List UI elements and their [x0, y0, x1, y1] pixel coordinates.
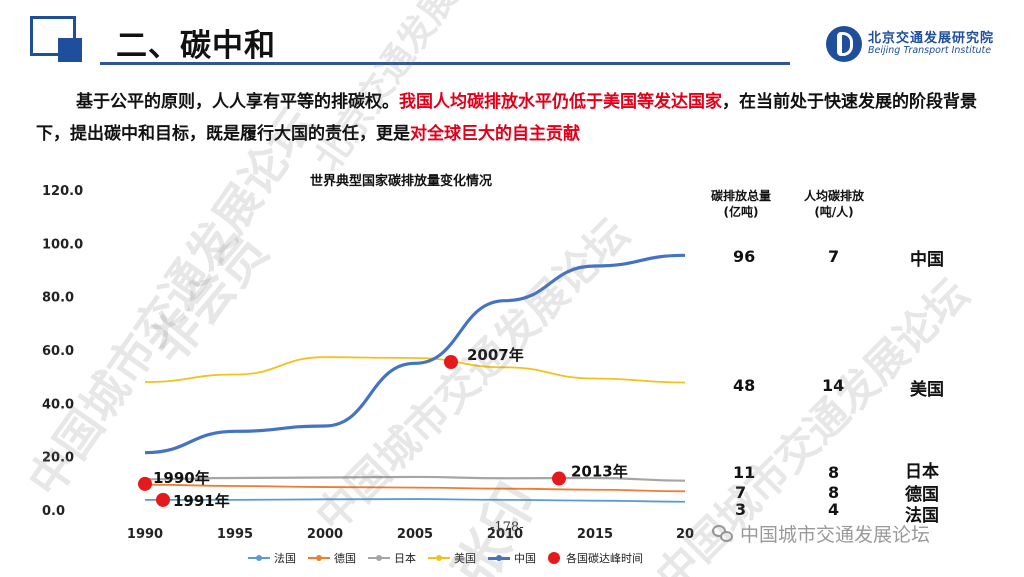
y-tick-label: 0.0: [42, 504, 65, 519]
legend-item-france: 法国: [248, 550, 296, 566]
peak-marker: [138, 476, 152, 491]
country-germany: 德国: [905, 485, 939, 505]
chart-title: 世界典型国家碳排放量变化情况: [310, 174, 493, 189]
series-line-japan: [144, 475, 686, 482]
chart-legend: 法国 德国 日本 美国 中国 各国碳达峰时间: [248, 548, 655, 568]
total-japan: 11: [733, 463, 756, 482]
series-line-china: [144, 253, 686, 455]
institute-name-en: Beijing Transport Institute: [868, 45, 992, 56]
col-head-total-l1: 碳排放总量: [710, 189, 771, 203]
peak-marker: [156, 492, 170, 507]
x-tick-label: 2010: [487, 527, 523, 542]
country-china: 中国: [910, 250, 944, 270]
y-tick-label: 120.0: [42, 184, 83, 199]
intro-paragraph: 基于公平的原则，人人享有平等的排碳权。我国人均碳排放水平仍低于美国等发达国家，在…: [36, 86, 996, 150]
col-head-total: 碳排放总量 (亿吨): [703, 188, 779, 220]
peak-label: 1990年: [153, 469, 210, 487]
country-japan: 日本: [905, 462, 939, 482]
total-china: 96: [733, 247, 756, 266]
country-usa: 美国: [910, 380, 944, 400]
x-tick-label: 2005: [397, 527, 433, 542]
para-highlight-1: 我国人均碳排放水平仍低于美国等发达国家: [399, 92, 722, 112]
percap-usa: 14: [822, 376, 845, 395]
legend-swatch-japan: [368, 555, 390, 561]
page-title: 二、碳中和: [116, 28, 276, 64]
para-text-2: ，在当前处于快速发展的阶段背景下，提出碳中和目标，既是履行大国的责任，更是: [36, 92, 977, 144]
para-highlight-2: 对全球巨大的自主贡献: [410, 124, 580, 144]
x-tick-label: 2000: [307, 527, 343, 542]
col-head-total-l2: (亿吨): [723, 205, 759, 219]
title-deco-square: [58, 38, 82, 62]
y-tick-label: 80.0: [42, 291, 74, 306]
wechat-icon: [712, 524, 734, 543]
legend-item-japan: 日本: [368, 550, 416, 566]
institute-logo-icon: [826, 26, 862, 62]
legend-swatch-peak: [548, 552, 560, 564]
percap-france: 4: [828, 500, 840, 519]
legend-item-peak: 各国碳达峰时间: [548, 550, 643, 566]
col-head-per-capita-l1: 人均碳排放: [803, 189, 864, 203]
peak-label: 2013年: [571, 463, 628, 481]
x-tick-label: 1990: [127, 527, 163, 542]
percap-japan: 8: [828, 463, 840, 482]
y-tick-label: 40.0: [42, 397, 74, 412]
y-tick-label: 20.0: [42, 451, 74, 466]
title-deco-outline: [30, 16, 76, 56]
legend-label-france: 法国: [274, 552, 296, 565]
legend-label-germany: 德国: [334, 552, 356, 565]
legend-label-peak: 各国碳达峰时间: [566, 552, 643, 565]
col-head-per-capita-l2: (吨/人): [814, 205, 854, 219]
y-tick-label: 60.0: [42, 344, 74, 359]
title-underline: [100, 62, 790, 65]
x-tick-label: 1995: [217, 527, 253, 542]
institute-name: 北京交通发展研究院: [868, 31, 995, 46]
percap-germany: 8: [828, 483, 840, 502]
legend-swatch-china: [488, 554, 510, 561]
total-france: 3: [735, 500, 747, 519]
peak-label: 1991年: [173, 492, 230, 510]
x-tick-label: 2015: [577, 527, 613, 542]
forum-brand: 中国城市交通发展论坛: [712, 520, 930, 547]
legend-item-usa: 美国: [428, 550, 476, 566]
total-germany: 7: [735, 483, 747, 502]
country-france: 法国: [905, 506, 939, 526]
legend-swatch-usa: [428, 555, 450, 561]
forum-brand-label: 中国城市交通发展论坛: [740, 524, 931, 546]
page-number: -178-: [490, 520, 524, 535]
percap-china: 7: [828, 247, 840, 266]
series-line-germany: [144, 483, 686, 493]
legend-label-china: 中国: [514, 552, 536, 565]
peak-label: 2007年: [467, 346, 524, 364]
series-line-france: [145, 498, 686, 503]
legend-label-usa: 美国: [454, 552, 476, 565]
legend-swatch-germany: [308, 555, 330, 561]
total-usa: 48: [733, 376, 756, 395]
col-head-per-capita: 人均碳排放 (吨/人): [796, 188, 872, 220]
legend-swatch-france: [248, 555, 270, 561]
x-tick-label: 20: [676, 527, 694, 542]
peak-marker: [552, 471, 566, 486]
legend-label-japan: 日本: [394, 552, 416, 565]
legend-item-china: 中国: [488, 550, 536, 566]
legend-item-germany: 德国: [308, 550, 356, 566]
peak-marker: [444, 355, 458, 369]
series-line-usa: [144, 356, 686, 384]
y-tick-label: 100.0: [42, 237, 83, 252]
para-text-1: 基于公平的原则，人人享有平等的排碳权。: [76, 92, 399, 112]
